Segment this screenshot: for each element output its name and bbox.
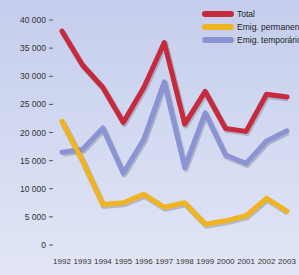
- y-tick-label: 25 000: [20, 99, 46, 109]
- y-tick: [49, 160, 53, 161]
- x-tick-label: 2001: [237, 257, 255, 266]
- plot-lines: [62, 31, 288, 225]
- legend-label: Emig. permanentes: [237, 22, 299, 32]
- y-tick: [49, 132, 53, 133]
- y-tick-label: 20 000: [20, 128, 46, 138]
- series-line: [62, 31, 287, 131]
- x-tick-label: 2002: [258, 257, 276, 266]
- series-line: [62, 121, 287, 224]
- y-tick: [49, 48, 53, 49]
- x-tick-label: 2000: [217, 257, 235, 266]
- x-tick-label: 1997: [155, 257, 173, 266]
- y-tick-label: 0: [41, 240, 46, 250]
- x-tick-label: 1994: [94, 257, 112, 266]
- legend-swatch: [205, 24, 231, 30]
- legend-swatch: [205, 37, 231, 43]
- y-tick-label: 30 000: [20, 71, 46, 81]
- legend-swatch: [205, 11, 231, 17]
- x-tick-label: 1992: [53, 257, 71, 266]
- y-tick: [49, 216, 53, 217]
- y-tick-label: 40 000: [20, 15, 46, 25]
- legend-label: Emig. temporários: [237, 35, 299, 45]
- chart: 0 5 000 10 000 15 000 20 000 25 000 30 000 35 0…: [0, 0, 299, 275]
- legend-label: Total: [237, 9, 255, 19]
- y-tick-label: 35 000: [20, 43, 46, 53]
- y-tick-label: 15 000: [20, 156, 46, 166]
- x-tick-label: 1993: [74, 257, 92, 266]
- x-tick-label: 1999: [196, 257, 214, 266]
- y-tick: [49, 245, 53, 246]
- x-tick-label: 1998: [176, 257, 194, 266]
- y-tick: [49, 20, 53, 21]
- y-tick: [49, 188, 53, 189]
- y-tick-label: 10 000: [20, 184, 46, 194]
- x-tick-label: 1995: [114, 257, 132, 266]
- x-tick-label: 1996: [135, 257, 153, 266]
- x-tick-label: 2003: [278, 257, 296, 266]
- y-tick: [49, 104, 53, 105]
- y-tick-label: 5 000: [25, 212, 47, 222]
- y-tick: [49, 76, 53, 77]
